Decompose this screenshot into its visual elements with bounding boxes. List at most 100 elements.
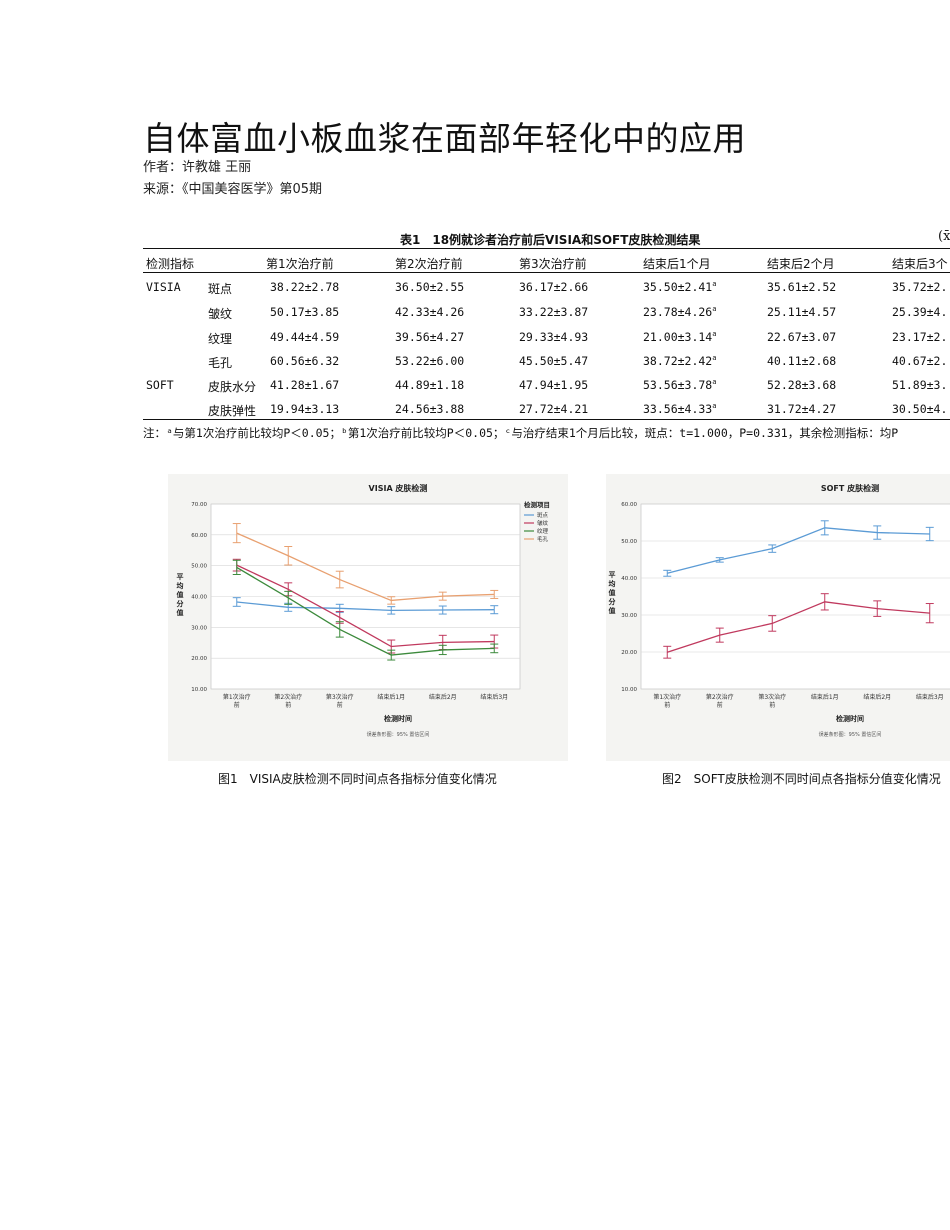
table-cell: 42.33±4.26 xyxy=(395,305,465,319)
table-cell: 60.56±6.32 xyxy=(270,354,340,368)
x-tick-label: 结束后2月 xyxy=(863,693,891,701)
table-cell: 22.67±3.07 xyxy=(767,330,837,344)
table-cell: 39.56±4.27 xyxy=(395,330,465,344)
chart-title: SOFT 皮肤检测 xyxy=(821,483,879,493)
table-cell: 53.22±6.00 xyxy=(395,354,465,368)
x-tick-label: 前 xyxy=(717,701,723,709)
table-group-label: SOFT xyxy=(146,378,174,392)
table-bottom-rule xyxy=(143,419,950,421)
table-item-label: 皮肤水分 xyxy=(208,380,257,394)
table-cell: 45.50±5.47 xyxy=(519,354,589,368)
legend-entry: 毛孔 xyxy=(537,535,549,543)
table-header-rule xyxy=(143,272,950,273)
table-cell: 47.94±1.95 xyxy=(519,378,589,392)
table-group-label: VISIA xyxy=(146,280,181,294)
plot-area xyxy=(640,503,950,690)
y-tick-label: 50.00 xyxy=(621,539,637,545)
figure-2-caption: 图2 SOFT皮肤检测不同时间点各指标分值变化情况 xyxy=(662,772,941,786)
table-cell: 49.44±4.59 xyxy=(270,330,340,344)
y-tick-label: 70.00 xyxy=(191,502,207,508)
y-axis-label: 值 xyxy=(609,606,616,615)
table-cell: 41.28±1.67 xyxy=(270,378,340,392)
table-cell: 52.28±3.68 xyxy=(767,378,837,392)
legend-entry: 斑点 xyxy=(537,512,549,519)
table-item-label: 毛孔 xyxy=(208,356,233,370)
significance-mark: a xyxy=(712,305,717,314)
table-cell: 51.89±3. xyxy=(892,378,948,392)
significance-mark: a xyxy=(712,378,717,387)
significance-mark: a xyxy=(712,354,717,363)
table-cell: 36.50±2.55 xyxy=(395,280,465,294)
legend-entry: 皱纹 xyxy=(537,519,549,527)
table-item-label: 皮肤弹性 xyxy=(208,404,257,418)
x-tick-label: 第2次治疗 xyxy=(706,693,734,701)
chart-title: VISIA 皮肤检测 xyxy=(369,483,428,493)
table-cell: 40.11±2.68 xyxy=(767,354,837,368)
y-axis-label: 值 xyxy=(609,588,616,597)
table-cell: 25.39±4. xyxy=(892,305,948,319)
x-tick-label: 第3次治疗 xyxy=(758,693,786,701)
y-axis-label: 分 xyxy=(177,599,184,608)
x-tick-label: 前 xyxy=(769,701,775,709)
y-tick-label: 50.00 xyxy=(191,564,207,570)
x-tick-label: 前 xyxy=(285,701,291,709)
table-top-rule xyxy=(143,248,950,250)
table-cell: 27.72±4.21 xyxy=(519,402,589,416)
y-axis-label: 值 xyxy=(177,608,184,617)
significance-mark: a xyxy=(712,402,717,411)
table-caption: 表1 18例就诊者治疗前后VISIA和SOFT皮肤检测结果 xyxy=(400,233,701,247)
x-axis-label: 检测时间 xyxy=(836,714,864,723)
table-cell: 19.94±3.13 xyxy=(270,402,340,416)
y-tick-label: 30.00 xyxy=(621,613,637,619)
article-source: 来源：《中国美容医学》第05期 xyxy=(143,182,323,197)
y-tick-label: 10.00 xyxy=(621,687,637,693)
y-axis-label: 分 xyxy=(609,597,616,606)
soft-line-chart: 10.00 20.00 30.00 40.00 50.00 60.00 SOFT 皮肤检测平… xyxy=(609,483,950,738)
table-cell: 23.17±2. xyxy=(892,330,948,344)
y-tick-label: 40.00 xyxy=(621,576,637,582)
visia-line-chart: 10.00 20.00 30.00 40.00 50.00 60.00 70.00 VISIA… xyxy=(177,483,551,738)
figure-1-caption: 图1 VISIA皮肤检测不同时间点各指标分值变化情况 xyxy=(218,772,497,786)
x-tick-label: 前 xyxy=(664,701,670,709)
x-tick-label: 结束后3月 xyxy=(480,693,508,701)
legend-entry: 纹理 xyxy=(537,527,549,535)
table-cell: 44.89±1.18 xyxy=(395,378,465,392)
y-axis-label: 均 xyxy=(177,581,184,590)
series-line xyxy=(236,532,495,602)
x-tick-label: 第1次治疗 xyxy=(223,693,251,701)
y-tick-label: 30.00 xyxy=(191,625,207,631)
x-tick-label: 第1次治疗 xyxy=(653,693,681,701)
y-axis-label: 平 xyxy=(177,573,184,581)
significance-mark: a xyxy=(712,330,717,339)
x-tick-label: 结束后3月 xyxy=(916,693,944,701)
y-tick-label: 40.00 xyxy=(191,595,207,601)
x-tick-label: 结束后2月 xyxy=(429,693,457,701)
table-header-cell: 结束后3个 xyxy=(892,257,948,271)
article-title: 自体富血小板血浆在面部年轻化中的应用 xyxy=(143,119,746,158)
table-cell: 29.33±4.93 xyxy=(519,330,589,344)
x-axis-label: 检测时间 xyxy=(384,714,412,723)
table-cell: 40.67±2. xyxy=(892,354,948,368)
table-header-cell: 第3次治疗前 xyxy=(519,257,587,271)
table-cell: 36.17±2.66 xyxy=(519,280,589,294)
table-cell: 53.56±3.78a xyxy=(643,378,717,392)
table-item-label: 斑点 xyxy=(208,282,233,296)
series-line xyxy=(236,564,495,648)
table-cell: 35.61±2.52 xyxy=(767,280,837,294)
table-corner-mark: (x̄ xyxy=(938,229,950,244)
table-header-cell: 第2次治疗前 xyxy=(395,257,463,271)
y-tick-label: 60.00 xyxy=(621,502,637,508)
series-line xyxy=(236,601,495,612)
table-cell: 31.72±4.27 xyxy=(767,402,837,416)
series-line xyxy=(667,527,930,574)
y-tick-label: 60.00 xyxy=(191,533,207,539)
y-tick-label: 10.00 xyxy=(191,687,207,693)
x-tick-label: 第3次治疗 xyxy=(326,693,354,701)
table-header-cell: 检测指标 xyxy=(146,257,195,271)
x-tick-label: 结束后1月 xyxy=(377,693,405,701)
chart-footnote: 误差条形图：95% 置信区间 xyxy=(819,731,882,738)
y-axis-label: 平 xyxy=(609,571,616,579)
table-cell: 33.22±3.87 xyxy=(519,305,589,319)
table-header-cell: 结束后2个月 xyxy=(767,257,835,271)
y-axis-label: 均 xyxy=(609,579,616,588)
